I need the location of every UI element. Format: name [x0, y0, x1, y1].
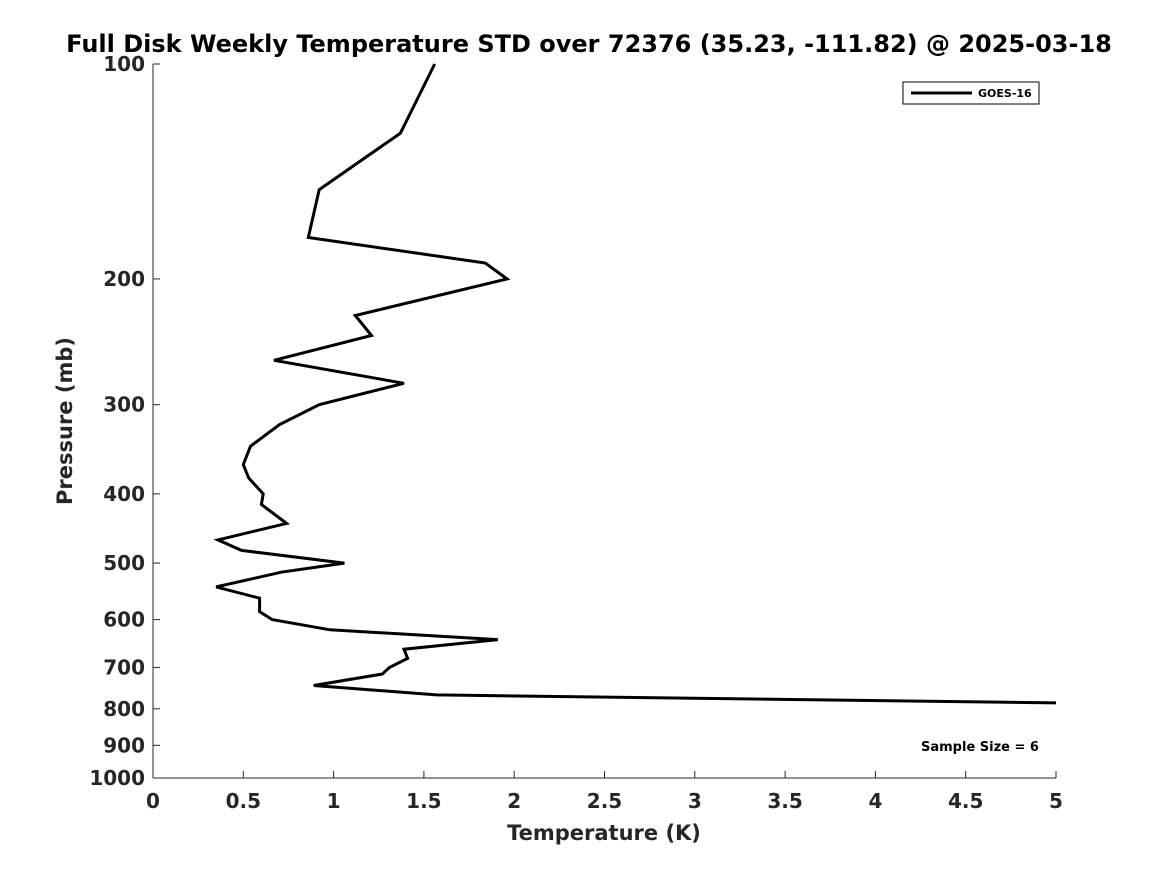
y-tick-label: 300: [103, 393, 145, 417]
y-tick-label: 800: [103, 697, 145, 721]
y-tick-label: 900: [103, 733, 145, 757]
y-tick-label: 500: [103, 551, 145, 575]
y-tick-label: 600: [103, 608, 145, 632]
y-tick-label: 1000: [89, 766, 145, 790]
x-axis-label: Temperature (K): [507, 821, 701, 845]
y-tick-label: 200: [103, 267, 145, 291]
x-tick-label: 1.5: [406, 789, 441, 813]
y-axis-label: Pressure (mb): [53, 337, 77, 505]
x-tick-label: 2.5: [587, 789, 622, 813]
y-tick-label: 400: [103, 482, 145, 506]
y-axis: 100 200 300 400 500 600 700 800 900 1000: [89, 52, 160, 790]
sample-size-annotation: Sample Size = 6: [921, 740, 1039, 755]
x-tick-label: 0: [146, 789, 160, 813]
x-tick-label: 5: [1049, 789, 1063, 813]
x-tick-label: 0.5: [226, 789, 261, 813]
x-tick-label: 4.5: [948, 789, 983, 813]
y-tick-label: 100: [103, 52, 145, 76]
x-tick-label: 4: [868, 789, 882, 813]
legend-label-goes-16: GOES-16: [978, 87, 1032, 100]
y-tick-label: 700: [103, 655, 145, 679]
x-tick-label: 2: [507, 789, 521, 813]
x-tick-label: 3.5: [767, 789, 802, 813]
x-tick-label: 3: [688, 789, 702, 813]
legend: GOES-16: [903, 82, 1039, 104]
chart-title: Full Disk Weekly Temperature STD over 72…: [66, 30, 1112, 58]
x-tick-label: 1: [327, 789, 341, 813]
